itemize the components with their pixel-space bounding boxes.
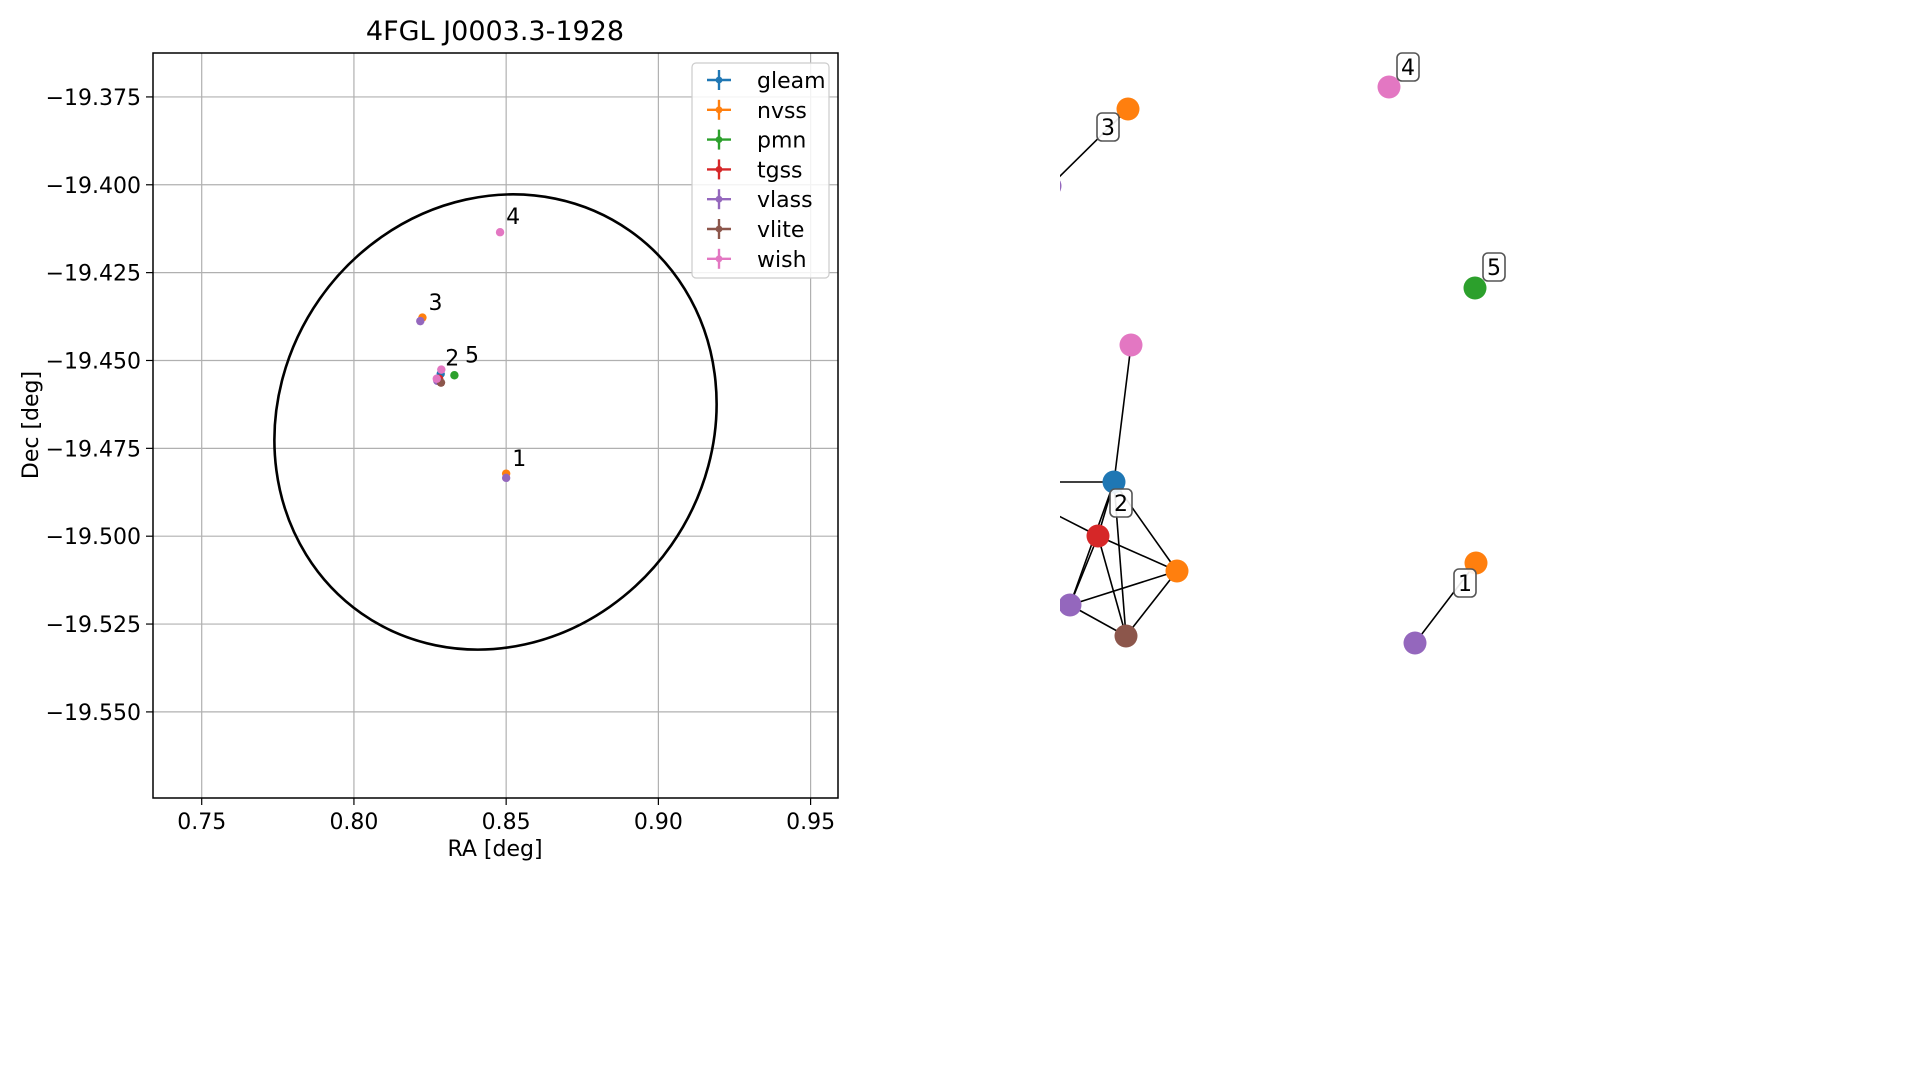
legend-marker-dot xyxy=(715,195,723,203)
y-tick-label: −19.475 xyxy=(46,437,141,462)
x-tick-label: 0.90 xyxy=(634,810,683,835)
data-points xyxy=(416,228,511,483)
legend-marker-dot xyxy=(715,76,723,84)
point-annotation: 1 xyxy=(512,447,526,472)
legend-marker-dot xyxy=(715,106,723,114)
cluster-label-box xyxy=(1396,52,1420,82)
x-tick-label: 0.85 xyxy=(482,810,531,835)
point-annotation: 5 xyxy=(465,344,479,369)
graph-edge xyxy=(1125,570,1178,637)
cluster-label: 1 xyxy=(1458,572,1472,597)
data-point-pmn xyxy=(450,371,459,380)
cluster-label: 4 xyxy=(1401,56,1415,81)
legend-marker-dot xyxy=(715,166,723,173)
y-tick-label: −19.375 xyxy=(46,86,141,111)
cluster-label: 5 xyxy=(1487,256,1501,281)
cluster-label-box xyxy=(1109,488,1133,518)
graph-node xyxy=(1114,624,1138,648)
cluster-label: 2 xyxy=(1114,492,1128,517)
y-axis-label: Dec [deg] xyxy=(19,371,44,479)
graph-node xyxy=(1060,593,1082,617)
chart-title: 4FGL J0003.3-1928 xyxy=(366,16,624,47)
point-annotation: 2 xyxy=(445,346,459,371)
y-axis-ticks: −19.375 −19.400 −19.425 −19.450 −19.475 −19.5… xyxy=(46,86,153,726)
y-tick-label: −19.525 xyxy=(46,613,141,638)
y-tick-label: −19.400 xyxy=(46,174,141,199)
legend-box xyxy=(691,62,830,279)
graph-edge xyxy=(1069,535,1099,606)
data-point-vlass xyxy=(416,316,425,326)
graph-node xyxy=(1060,180,1062,192)
graph-node xyxy=(1116,97,1140,121)
graph-node xyxy=(1403,631,1427,655)
graph-edges xyxy=(1060,108,1477,644)
data-point-wish xyxy=(437,365,446,374)
graph-node xyxy=(1165,559,1189,583)
legend-marker-dot xyxy=(715,255,723,263)
graph-node xyxy=(1119,333,1143,357)
legend-label-tgss: tgss xyxy=(757,158,803,183)
graph-node xyxy=(1086,524,1110,548)
uncertainty-ellipse-path xyxy=(273,193,718,651)
legend-marker-dot xyxy=(715,136,723,144)
graph-edge xyxy=(1069,570,1178,606)
cluster-label-box xyxy=(1096,112,1120,142)
x-axis-ticks: 0.75 0.80 0.85 0.90 0.95 xyxy=(177,798,835,835)
graph-edge xyxy=(1060,515,1099,537)
cluster-label: 3 xyxy=(1101,116,1115,141)
legend-label-pmn: pmn xyxy=(757,129,806,154)
x-axis-label: RA [deg] xyxy=(447,837,542,862)
network-graph: 1 2 3 4 5 xyxy=(1060,52,1506,655)
legend-label-nvss: nvss xyxy=(757,99,807,124)
legend-label-wish: wish xyxy=(757,248,807,273)
data-point-wish xyxy=(432,374,441,383)
cluster-labels: 1 2 3 4 5 xyxy=(1096,52,1506,598)
uncertainty-ellipse xyxy=(273,193,718,651)
cluster-label-box xyxy=(1482,252,1506,282)
y-tick-label: −19.425 xyxy=(46,262,141,287)
grid xyxy=(153,53,838,798)
graph-nodes xyxy=(1060,75,1488,655)
graph-edge xyxy=(1113,344,1132,483)
graph-node xyxy=(1377,75,1401,99)
point-annotation: 3 xyxy=(429,291,443,316)
point-annotation: 4 xyxy=(506,205,520,230)
y-tick-label: −19.550 xyxy=(46,701,141,726)
y-tick-label: −19.500 xyxy=(46,525,141,550)
x-tick-label: 0.95 xyxy=(786,810,835,835)
legend-label-gleam: gleam xyxy=(757,69,826,94)
x-tick-label: 0.75 xyxy=(177,810,226,835)
graph-node xyxy=(1102,470,1126,494)
data-point-vlass xyxy=(501,473,511,483)
cluster-label-box xyxy=(1453,568,1477,598)
legend-label-vlass: vlass xyxy=(757,188,813,213)
plot-frame xyxy=(152,52,839,799)
graph-edge xyxy=(1097,535,1178,572)
y-tick-label: −19.450 xyxy=(46,349,141,374)
legend-label-vlite: vlite xyxy=(757,218,804,243)
point-annotations: 1 2 5 3 4 xyxy=(429,205,527,472)
x-tick-label: 0.80 xyxy=(329,810,378,835)
data-point-wish xyxy=(495,228,505,237)
legend-marker-dot xyxy=(715,225,723,233)
graph-edge xyxy=(1097,535,1127,637)
scatter-chart: 4FGL J0003.3-1928 1 2 5 3 4 0.75 0.80 0.85 0.90… xyxy=(19,16,839,862)
legend: gleam nvss pmn tgss vlass vlite wish xyxy=(691,62,830,279)
graph-node xyxy=(1463,276,1487,300)
